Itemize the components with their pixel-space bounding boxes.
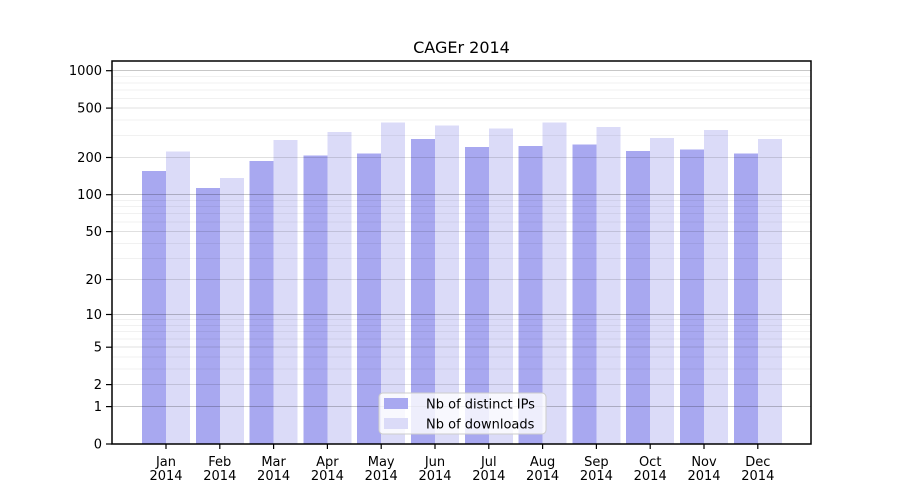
y-tick-label: 10: [85, 308, 102, 323]
bar-feb-downloads: [219, 177, 244, 445]
x-tick-label-year: 2014: [472, 469, 505, 484]
bar-jul-downloads: [488, 128, 513, 444]
x-tick-label-month: Nov: [691, 455, 717, 470]
bar-jun-downloads: [435, 125, 459, 444]
bar-aug-downloads: [542, 122, 567, 444]
x-tick-label-month: Sep: [584, 455, 609, 470]
x-tick-label-month: Mar: [261, 455, 286, 470]
y-tick-label: 2: [94, 378, 102, 393]
legend-box: [378, 392, 547, 435]
bar-sep-ips: [572, 144, 597, 444]
y-tick-label: 100: [77, 188, 102, 203]
bar-apr-downloads: [327, 131, 352, 444]
bar-feb-ips: [195, 188, 220, 444]
x-tick-label-year: 2014: [365, 469, 398, 484]
x-tick-label-year: 2014: [418, 469, 451, 484]
bar-apr-ips: [303, 155, 328, 444]
x-tick-label-month: Jul: [480, 455, 497, 470]
y-tick-label: 1: [94, 400, 102, 415]
x-tick-label-year: 2014: [149, 469, 182, 484]
y-tick-label: 0: [94, 438, 102, 453]
plot-border: [111, 60, 812, 445]
y-tick-label: 50: [85, 225, 102, 240]
bar-nov-downloads: [704, 129, 728, 444]
bar-dec-ips: [733, 153, 758, 444]
x-tick-label-year: 2014: [257, 469, 290, 484]
x-tick-label-month: Apr: [316, 455, 339, 470]
bar-jan-downloads: [166, 151, 190, 444]
x-tick-label-month: Jan: [155, 455, 176, 470]
x-tick-label-month: Dec: [745, 455, 770, 470]
chart-title: CAGEr 2014: [413, 38, 510, 57]
x-tick-label-month: May: [368, 455, 395, 470]
y-tick-label: 1000: [69, 64, 102, 79]
bar-jan-ips: [142, 171, 166, 444]
y-tick-label: 200: [77, 151, 102, 166]
y-tick-label: 500: [77, 102, 102, 117]
legend-swatch-downloads: [384, 418, 408, 429]
bar-sep-downloads: [596, 126, 621, 445]
x-tick-label-month: Feb: [208, 455, 231, 470]
bar-mar-ips: [249, 160, 274, 445]
bar-oct-downloads: [650, 137, 675, 444]
x-tick-label-year: 2014: [634, 469, 667, 484]
y-tick-label: 20: [85, 273, 102, 288]
x-tick-label-year: 2014: [526, 469, 559, 484]
x-tick-label-year: 2014: [203, 469, 236, 484]
bar-dec-downloads: [757, 139, 782, 444]
bar-may-ips: [357, 153, 382, 445]
legend-label-downloads: Nb of downloads: [426, 418, 535, 433]
x-tick-label-year: 2014: [580, 469, 613, 484]
x-tick-label-month: Jun: [424, 455, 445, 470]
x-tick-label-month: Aug: [530, 455, 555, 470]
x-tick-label-year: 2014: [741, 469, 774, 484]
x-tick-label-month: Oct: [639, 455, 661, 470]
bar-mar-downloads: [273, 139, 298, 445]
x-tick-label-year: 2014: [311, 469, 344, 484]
bar-may-downloads: [381, 122, 406, 444]
bar-nov-ips: [680, 149, 704, 444]
x-tick-label-year: 2014: [687, 469, 720, 484]
legend-swatch-ips: [384, 398, 408, 409]
bar-oct-ips: [626, 150, 651, 444]
legend-label-ips: Nb of distinct IPs: [426, 398, 535, 413]
y-tick-label: 5: [94, 341, 102, 356]
